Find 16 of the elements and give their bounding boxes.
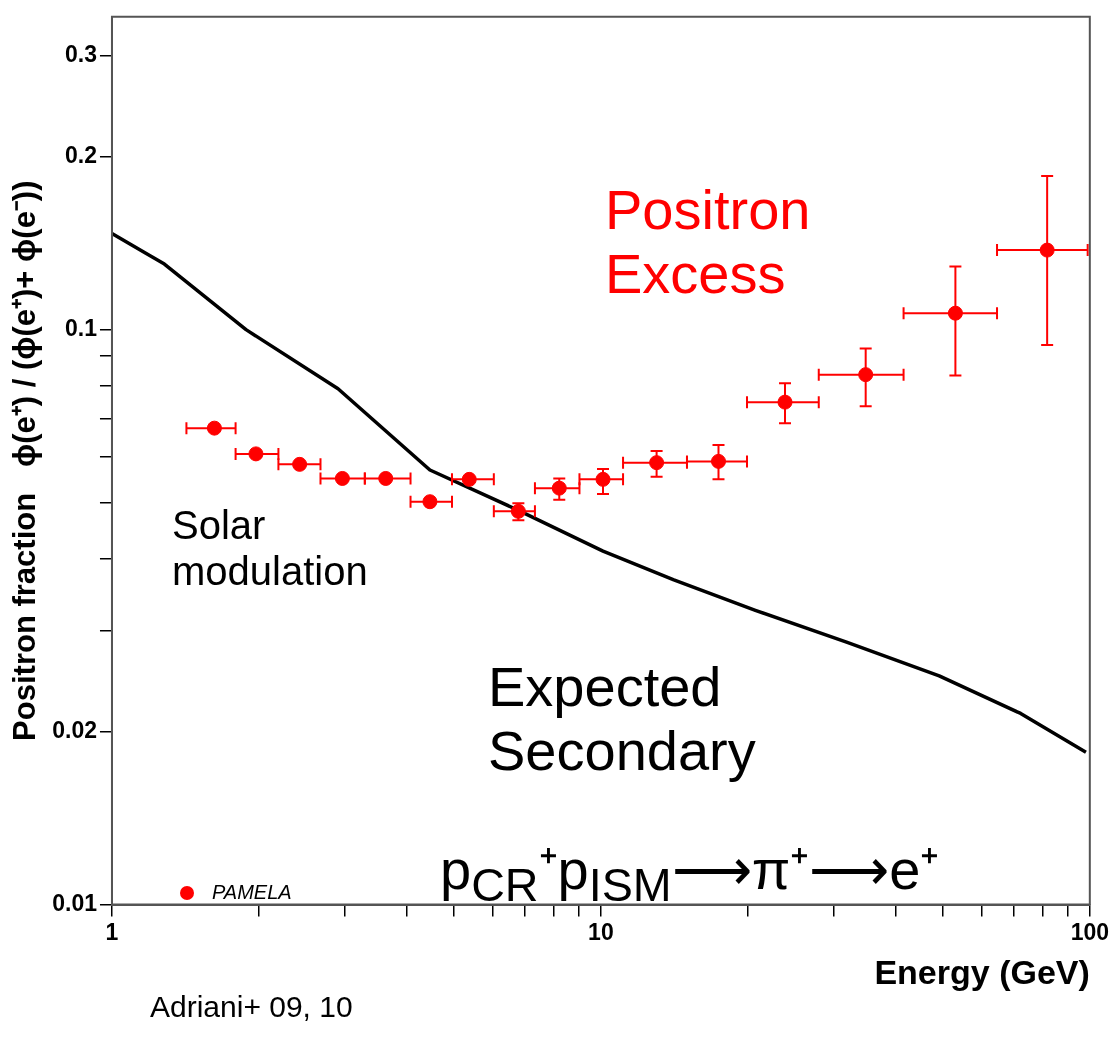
annotation: p$_{CR}$⁺p$_{ISM}$⟶π⁺⟶e⁺ bbox=[440, 838, 941, 913]
legend-label: PAMELA bbox=[212, 881, 292, 904]
x-axis-title: Energy (GeV) bbox=[874, 952, 1090, 991]
y-tick-label: 0.02 bbox=[52, 716, 97, 743]
annotation: Expected Secondary bbox=[488, 655, 757, 784]
x-tick-label: 10 bbox=[588, 918, 614, 945]
y-tick-label: 0.01 bbox=[52, 889, 98, 916]
y-axis-title: Positron fraction ϕ(e⁺) / (ϕ(e⁺)+ ϕ(e⁻)) bbox=[7, 180, 43, 741]
annotation: Solar modulation bbox=[172, 502, 369, 594]
x-tick-label: 1 bbox=[105, 918, 119, 945]
text: Adriani+ 09, 10 bbox=[150, 990, 354, 1025]
y-tick-label: 0.2 bbox=[64, 141, 97, 168]
y-tick-label: 0.1 bbox=[64, 314, 98, 341]
y-tick-label: 0.3 bbox=[64, 40, 97, 67]
annotation: Positron Excess bbox=[605, 178, 812, 307]
x-tick-label: 100 bbox=[1070, 918, 1109, 945]
